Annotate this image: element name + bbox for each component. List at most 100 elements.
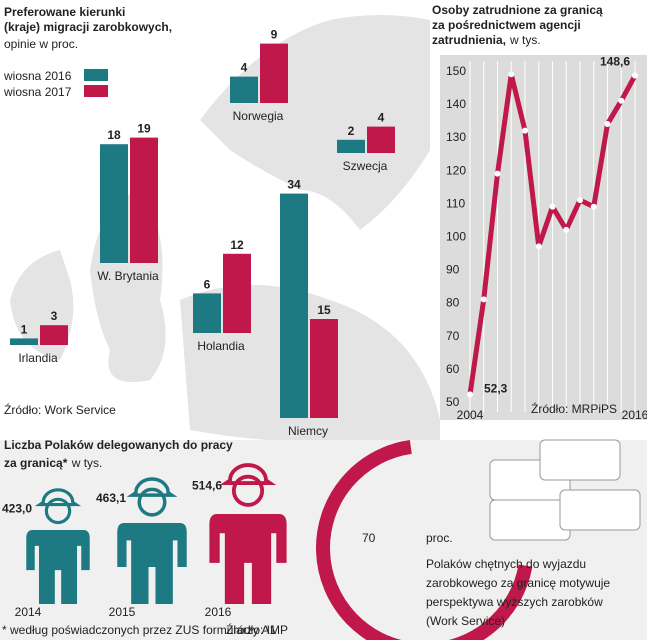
y-tick-label: 50 [446,395,460,409]
bar [10,338,38,345]
point [563,226,570,233]
bar [223,253,251,333]
description: (Work Service) [426,614,505,628]
chart-title: za granicą* [4,456,68,470]
point [480,296,487,303]
value-label: 514,6 [192,478,222,492]
chart-title: (kraje) migracji zarobkowych, [4,20,172,34]
helmet [34,488,82,507]
person-figure [26,488,90,604]
value-label: 19 [137,122,151,136]
value-label: 423,0 [2,501,32,515]
body [26,529,90,604]
body [209,513,287,604]
value-label: 1 [21,322,28,336]
value-label: 52,3 [484,381,508,395]
point [508,71,515,78]
description: perspektywa wyższych zarobków [426,595,603,609]
description: zarobkowego za granicę motywuje [426,576,610,590]
y-tick-label: 90 [446,263,460,277]
point [522,127,528,134]
bar [260,43,288,103]
point [494,170,501,177]
y-tick-label: 150 [446,64,466,78]
category-label: Holandia [197,339,245,353]
chart-subtitle: opinie w proc. [4,37,78,51]
body [117,522,187,604]
legend-label: wiosna 2017 [3,85,72,99]
x-tick-label: 2016 [622,408,647,422]
point [577,197,583,204]
value-label: 15 [317,303,331,317]
y-tick-label: 140 [446,97,466,111]
chart-title: za pośrednictwem agencji [432,18,581,32]
value-label: 3 [51,309,58,323]
bar [310,319,338,418]
y-tick-label: 130 [446,130,466,144]
value-label: 18 [107,128,121,142]
y-tick-label: 70 [446,329,460,343]
person-figure [209,463,287,604]
source: Źródło: IMP [226,622,288,637]
description: Polaków chętnych do wyjazdu [426,557,586,571]
chart-subtitle: w tys. [71,456,103,470]
y-tick-label: 110 [446,196,465,210]
unit: proc. [426,531,453,545]
value-label: 4 [241,61,248,75]
y-tick-label: 80 [446,296,460,310]
bar [193,293,221,333]
value-label: 12 [230,238,244,252]
bar [40,325,68,345]
category-label: Szwecja [343,159,388,173]
legend-label: wiosna 2016 [3,69,72,83]
head [231,474,265,507]
head [137,487,167,517]
bar [130,137,158,263]
category-label: Niemcy [288,424,328,438]
point [618,97,625,104]
person-figure [117,477,187,604]
chart-title: Liczba Polaków delegowanych do pracy [4,438,233,452]
head [44,497,72,525]
category-label: Irlandia [18,351,58,365]
legend-swatch [84,69,108,81]
value-label: 6 [204,277,211,291]
helmet [126,477,178,497]
category-label: Norwegia [233,109,284,123]
big-number: 70 [362,531,376,545]
point [604,120,611,127]
bar [230,76,258,103]
chart-subtitle: w tys. [509,33,541,47]
category-label: 2015 [109,605,136,619]
y-tick-label: 120 [446,163,466,177]
bar [367,126,395,153]
value-label: 4 [378,111,385,125]
point [467,391,473,398]
x-tick-label: 2004 [457,408,484,422]
bar [280,193,308,418]
paper-stacks [489,439,641,541]
footnote: * według poświadczonych przez ZUS formul… [2,623,276,637]
source: Źródło: Work Service [4,402,116,417]
source: Źródło: MRPiPS [531,401,617,416]
y-tick-label: 100 [446,230,466,244]
y-tick-label: 60 [446,362,460,376]
value-label: 463,1 [96,491,126,505]
gauge-arc [316,440,533,640]
chart-title: zatrudnienia, [432,33,506,47]
helmet [219,463,277,485]
chart-title: Osoby zatrudnione za granicą [432,3,603,17]
bar [337,139,365,153]
category-label: 2014 [15,605,42,619]
value-label: 34 [287,178,301,192]
bar [100,144,128,263]
value-label: 9 [271,28,278,42]
category-label: 2016 [205,605,232,619]
value-label: 148,6 [600,55,630,69]
point [549,203,556,210]
point [590,203,597,210]
point [535,243,542,250]
chart-title: Preferowane kierunki [4,5,125,19]
category-label: W. Brytania [97,269,159,283]
